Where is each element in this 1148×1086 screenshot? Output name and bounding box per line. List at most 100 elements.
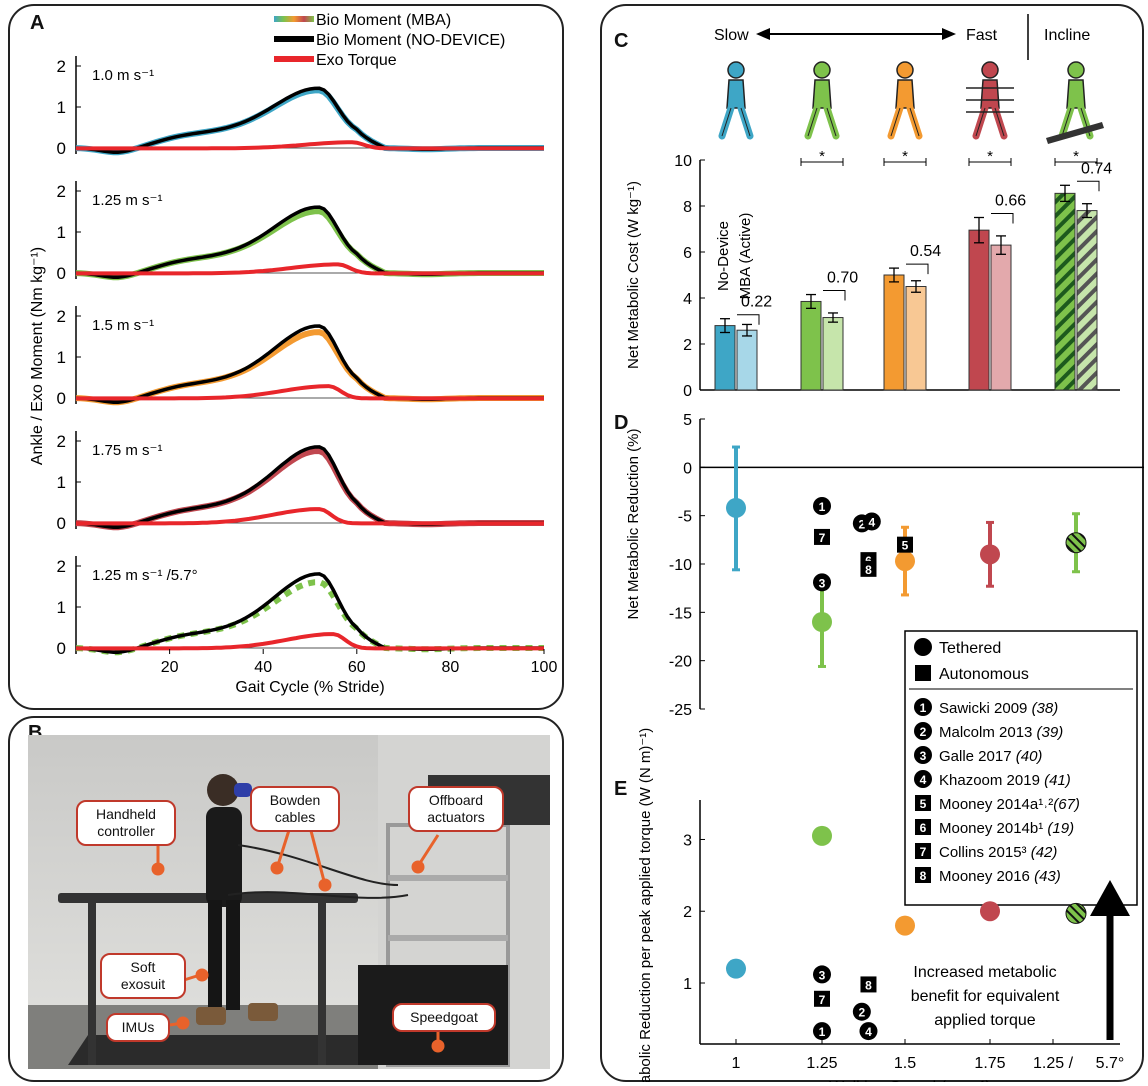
walker-legs-outline <box>721 107 751 137</box>
literature-marker: 4 <box>859 1022 878 1041</box>
panel-label-c: C <box>614 30 629 52</box>
x-axis-label: Walking Speed (m s⁻¹) <box>829 1079 991 1082</box>
walker-head <box>981 61 999 79</box>
walker-legs-outline <box>890 107 920 137</box>
legend-entry-label: Mooney 2014b¹ (19) <box>939 820 1074 837</box>
legend-swatch <box>274 16 314 22</box>
y-tick-label: -25 <box>669 702 692 719</box>
literature-marker: 8 <box>915 867 931 883</box>
series-bio-mba <box>75 329 544 406</box>
marker-square <box>814 990 830 1007</box>
reduction-arrow <box>1077 180 1100 192</box>
series-exo-torque <box>76 507 544 526</box>
y-tick-label: 2 <box>57 432 66 451</box>
literature-marker: 1 <box>914 698 932 716</box>
literature-marker: 1 <box>813 1022 831 1041</box>
x-tick-label: 20 <box>161 659 179 676</box>
bar-group: 0.66 * <box>968 148 1026 391</box>
benefit-arrow-head <box>1090 880 1130 916</box>
legend-entry-label: Malcolm 2013 (39) <box>939 724 1063 741</box>
callout-imus: IMUs <box>106 1013 170 1042</box>
literature-marker: 6 <box>915 819 931 835</box>
legend-entry-ref: (67) <box>1053 796 1080 813</box>
panel-label-d: D <box>614 412 629 434</box>
walker-head <box>896 61 914 79</box>
marker-id: 4 <box>865 1025 872 1039</box>
subplot-4: 0 1 2 1.75 m s⁻¹ <box>57 431 544 533</box>
legend-autonomous-label: Autonomous <box>939 666 1029 683</box>
reduction-label: 0.54 <box>910 243 941 260</box>
arrow-head-left <box>756 28 770 40</box>
marker-square <box>860 560 877 577</box>
y-tick-label: 2 <box>57 57 66 76</box>
header-slow: Slow <box>714 27 749 44</box>
marker-square <box>860 976 877 993</box>
marker-id: 5 <box>920 797 927 811</box>
legend-tethered-label: Tethered <box>939 640 1001 657</box>
bar-nodevice <box>883 274 905 391</box>
data-point <box>895 915 915 936</box>
sig-star: * <box>902 148 908 165</box>
walker-torso <box>726 79 746 109</box>
marker-id: 7 <box>920 845 927 859</box>
data-point <box>895 551 915 572</box>
x-tick-label: 1 <box>732 1055 741 1072</box>
legend-entry-name: Collins 2015³ <box>939 844 1031 861</box>
walker-legs-outline <box>807 107 837 137</box>
annotation-text: Increased metabolic <box>913 964 1056 981</box>
legend-entry-ref: (40) <box>1016 748 1043 765</box>
reduction-arrow <box>991 213 1014 224</box>
data-point <box>1065 532 1087 554</box>
legend-autonomous-icon <box>915 665 931 681</box>
marker-circle <box>914 770 932 788</box>
y-tick-label: 5 <box>683 412 692 429</box>
reduction-label: 0.22 <box>741 294 772 311</box>
legend-label: Bio Moment (MBA) <box>316 12 451 29</box>
y-tick-label: 2 <box>57 182 66 201</box>
panel-a-chart: 0 1 2 1.0 m s⁻¹ 0 1 2 1.25 m s⁻¹ 0 1 2 1.5 m s⁻¹ 0 1 2… <box>29 12 557 696</box>
marker-id: 7 <box>819 993 826 1007</box>
walker-torso <box>980 79 1000 109</box>
marker-id: 2 <box>858 1006 865 1020</box>
legend-label: Exo Torque <box>316 52 397 69</box>
subplot-5: 0 1 2 1.25 m s⁻¹ /5.7° <box>57 556 544 658</box>
marker-square <box>915 843 931 859</box>
callout-offboard-actuators: Offboard actuators <box>408 786 504 832</box>
marker-circle <box>852 1002 871 1021</box>
y-tick-label: 0 <box>57 389 66 408</box>
callout-text: Bowden <box>269 792 321 808</box>
y-tick-label: 2 <box>57 307 66 326</box>
panel-c-axes: 0 2 4 6 8 10 Net Metabolic Cost (W kg⁻¹) <box>625 153 1120 400</box>
reduction-label: 0.70 <box>827 270 858 287</box>
reduction-arrow <box>823 290 846 301</box>
legend-entry-ref: (19) <box>1047 820 1074 837</box>
walker-figure-icon <box>966 61 1014 140</box>
legend-entry-ref: (38) <box>1032 700 1059 717</box>
literature-marker: 3 <box>813 965 831 984</box>
legend-box <box>904 630 1138 906</box>
marker-circle <box>914 698 932 716</box>
bar-mba <box>736 329 758 391</box>
y-tick-label: -5 <box>678 509 692 526</box>
callout-soft-exosuit: Soft exosuit <box>100 953 186 999</box>
legend-entry-ref: (43) <box>1034 868 1061 885</box>
annotation-text: applied torque <box>934 1012 1036 1029</box>
x-tick-label: 40 <box>254 659 272 676</box>
marker-square <box>915 819 931 835</box>
panel-label-e: E <box>614 778 628 800</box>
bar-nodevice <box>800 300 822 391</box>
walker-figure-icon <box>1046 61 1104 144</box>
x-tick-label: 60 <box>348 659 366 676</box>
legend-entry-name: Sawicki 2009 <box>939 700 1032 717</box>
y-tick-label: 1 <box>57 98 66 117</box>
data-point <box>1065 902 1087 924</box>
sig-star: * <box>1073 148 1079 165</box>
series-exo-torque <box>76 140 544 151</box>
walker-head <box>727 61 745 79</box>
marker-id: 1 <box>819 1025 826 1039</box>
marker-id: 3 <box>920 749 927 763</box>
callout-bowden-cables: Bowden cables <box>250 786 340 832</box>
walker-torso <box>895 79 915 109</box>
y-tick-label: 1 <box>57 348 66 367</box>
